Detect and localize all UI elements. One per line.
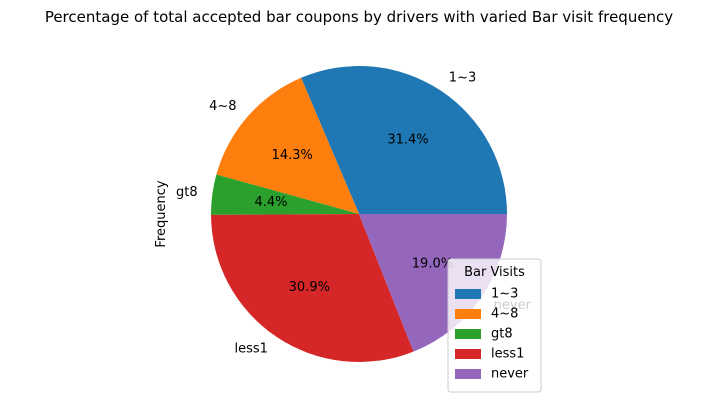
slice-percent-never: 19.0% — [412, 256, 453, 271]
chart-title: Percentage of total accepted bar coupons… — [45, 8, 673, 26]
legend-title: Bar Visits — [464, 265, 525, 280]
legend-swatch-less1 — [455, 349, 481, 359]
legend-swatch-1~3 — [455, 289, 481, 299]
slice-label-4~8: 4~8 — [209, 99, 236, 114]
legend: Bar Visits 1~3 4~8 gt8 less1 never — [447, 258, 542, 393]
slice-label-less1: less1 — [234, 341, 267, 356]
slice-percent-less1: 30.9% — [289, 280, 330, 295]
legend-label-never: never — [491, 367, 529, 382]
slice-percent-4~8: 14.3% — [272, 148, 313, 163]
slice-label-1~3: 1~3 — [449, 71, 476, 86]
pie-slice-4~8 — [216, 77, 359, 214]
pie-slice-1~3 — [301, 65, 507, 214]
legend-swatch-4~8 — [455, 309, 481, 319]
slice-percent-gt8: 4.4% — [254, 195, 287, 210]
slice-percent-1~3: 31.4% — [387, 132, 428, 147]
legend-label-less1: less1 — [491, 347, 524, 362]
legend-swatch-never — [455, 369, 481, 379]
slice-label-gt8: gt8 — [176, 185, 198, 200]
pie-slice-gt8 — [210, 174, 359, 215]
pie-slice-less1 — [211, 214, 414, 362]
legend-label-4~8: 4~8 — [491, 307, 518, 322]
y-axis-label: Frequency — [154, 180, 169, 247]
legend-label-1~3: 1~3 — [491, 287, 518, 302]
legend-label-gt8: gt8 — [491, 327, 513, 342]
legend-swatch-gt8 — [455, 329, 481, 339]
pie-slices — [210, 65, 507, 362]
pie-slice-never — [359, 214, 507, 352]
